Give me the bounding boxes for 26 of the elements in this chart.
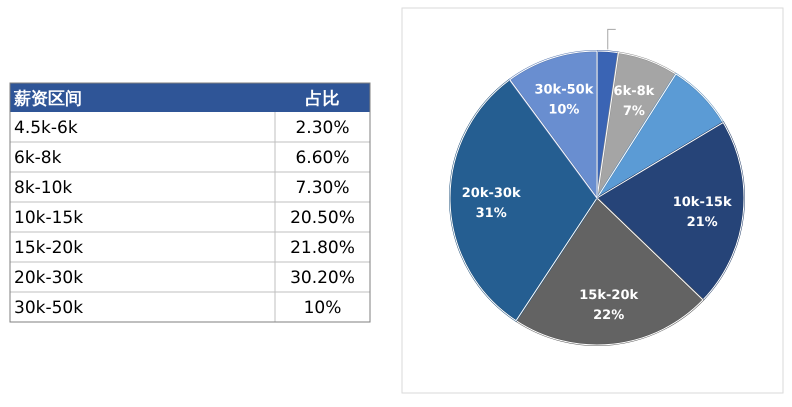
category-label: 10k-15k — [14, 208, 84, 228]
data-label: 2.30% — [295, 118, 350, 138]
data-label: 7% — [622, 104, 645, 119]
data-label: 10% — [304, 298, 342, 318]
slice-label: 30k-50k — [534, 82, 594, 98]
category-label: 6k-8k — [14, 148, 62, 168]
data-label: 21% — [686, 214, 718, 230]
category-label: 30k-50k — [14, 298, 84, 318]
category-label: 20k-30k — [14, 268, 84, 288]
slice-label: 20k-30k — [462, 186, 521, 201]
data-label: 10% — [548, 102, 580, 118]
text: 占比 — [306, 89, 340, 109]
data-label: 7.30% — [295, 178, 350, 198]
data-label: 6.60% — [295, 148, 350, 168]
text: 薪资区间 — [13, 89, 82, 109]
slice-label: 15k-20k — [579, 288, 638, 304]
category-label: 4.5k-6k — [14, 118, 78, 138]
slice-label: 10k-15k — [672, 194, 732, 210]
data-label: 22% — [593, 308, 624, 324]
category-label: 15k-20k — [14, 238, 84, 258]
slice-label: 6k-8k — [614, 84, 655, 99]
data-label: 31% — [476, 206, 507, 221]
data-label: 30.20% — [290, 268, 355, 288]
category-label: 8k-10k — [14, 178, 72, 198]
data-label: 21.80% — [290, 238, 355, 258]
data-label: 20.50% — [290, 208, 355, 228]
